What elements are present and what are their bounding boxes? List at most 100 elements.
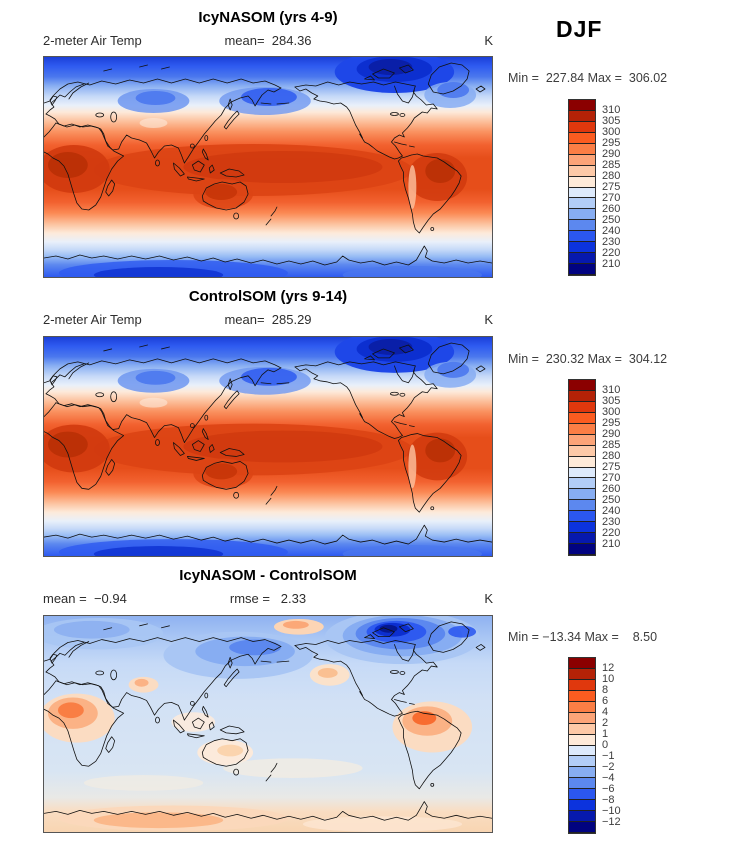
colorbar-tick-label: 2 [602, 717, 609, 730]
colorbar-segment [569, 533, 595, 545]
colorbar-tick-label: 250 [602, 213, 621, 226]
colorbar-segment [569, 380, 595, 391]
colorbar-segment [569, 690, 595, 702]
colorbar-tick-label: 230 [602, 235, 621, 248]
colorbar-tick-label: 210 [602, 257, 621, 270]
colorbar-segment [569, 522, 595, 534]
colorbar-segment [569, 701, 595, 713]
colorbar-tick-label: 285 [602, 439, 621, 452]
colorbar-tick-label: 260 [602, 202, 621, 215]
colorbar-tick-label: −4 [602, 771, 615, 784]
colorbar-segment [569, 811, 595, 823]
colorbar-segment [569, 734, 595, 746]
mean-label: mean = −0.94 [43, 591, 127, 606]
colorbar-segment [569, 187, 595, 199]
colorbar-tick-label: 280 [602, 170, 621, 183]
temperature-map-icynasom [43, 56, 493, 278]
colorbar-segment [569, 143, 595, 155]
difference-map [43, 615, 493, 833]
colorbar-segment [569, 110, 595, 122]
colorbar-segment [569, 489, 595, 501]
colorbar-segment [569, 467, 595, 479]
colorbar-tick-label: 305 [602, 115, 621, 128]
colorbar-segment [569, 401, 595, 413]
panel-title: IcyNASOM (yrs 4-9) [198, 9, 338, 26]
colorbar-segment [569, 165, 595, 177]
colorbar-tick-label: 230 [602, 515, 621, 528]
colorbar-segment [569, 121, 595, 133]
colorbar-segment [569, 264, 595, 275]
colorbar-segment [569, 745, 595, 757]
minmax-label: Min = 227.84 Max = 306.02 [508, 71, 668, 85]
colorbar-tick-label: 310 [602, 104, 621, 117]
colorbar-segment [569, 511, 595, 523]
colorbar-segment [569, 544, 595, 555]
colorbar-segment [569, 231, 595, 243]
colorbar-tick-label: −2 [602, 760, 615, 773]
minmax-label: Min = 230.32 Max = 304.12 [508, 352, 668, 366]
colorbar-tick-label: −12 [602, 815, 621, 828]
colorbar-tick-label: 280 [602, 450, 621, 463]
colorbar-tick-label: 0 [602, 739, 609, 751]
colorbar-tick-label: 285 [602, 159, 621, 172]
colorbar-tick-label: 210 [602, 537, 621, 550]
colorbar-tick-label: 310 [602, 384, 621, 397]
colorbar-segment [569, 789, 595, 801]
colorbar-segment [569, 154, 595, 166]
colorbar-segment [569, 412, 595, 424]
units-label: K [484, 591, 493, 606]
colorbar-segment [569, 220, 595, 232]
colorbar-segment [569, 100, 595, 111]
colorbar-tick-label: 240 [602, 504, 621, 517]
colorbar-tick-label: 300 [602, 126, 621, 139]
colorbar-tick-label: 275 [602, 461, 621, 473]
colorbar-tick-label: 4 [602, 706, 609, 719]
colorbar-segment [569, 778, 595, 790]
colorbar-segment [569, 767, 595, 779]
colorbar-segment [569, 800, 595, 812]
colorbar-segment [569, 500, 595, 512]
variable-label: 2-meter Air Temp [43, 33, 142, 48]
colorbar-tick-label: 6 [602, 695, 609, 708]
colorbar-segment [569, 390, 595, 402]
colorbar-segment [569, 756, 595, 768]
colorbar-segment [569, 445, 595, 457]
colorbar-tick-label: −8 [602, 793, 615, 806]
colorbar-segment [569, 679, 595, 691]
panel-subtitle-row: 2-meter Air Temp mean= 284.36 K [43, 33, 493, 48]
colorbar-segment [569, 434, 595, 446]
panel-subtitle-row: 2-meter Air Temp mean= 285.29 K [43, 312, 493, 327]
colorbar-segment [569, 658, 595, 669]
panel-title: IcyNASOM - ControlSOM [179, 567, 357, 584]
colorbar-tick-label: 8 [602, 684, 609, 697]
colorbar-tick-label: 290 [602, 428, 621, 441]
colorbar-segment [569, 209, 595, 221]
colorbar-segment [569, 712, 595, 724]
colorbar-tick-label: 295 [602, 417, 621, 430]
colorbar-tick-label: 270 [602, 191, 621, 204]
map-svg [44, 616, 492, 832]
colorbar-tick-label: 300 [602, 406, 621, 419]
mean-label: mean= 285.29 [224, 312, 312, 327]
rmse-label: rmse = 2.33 [229, 591, 307, 606]
colorbar-segment [569, 478, 595, 490]
colorbar-tick-label: 220 [602, 526, 621, 539]
colorbar-temperature: 310 305 300 295 290 285 280 275 270 260 250 240 230 2… [568, 99, 620, 276]
colorbar-segment [569, 242, 595, 254]
colorbar-tick-label: 1 [602, 728, 609, 741]
colorbar-segment [569, 423, 595, 435]
season-label: DJF [556, 16, 603, 42]
colorbar-tick-label: 250 [602, 493, 621, 506]
colorbar-segment [569, 176, 595, 188]
colorbar-segment [569, 198, 595, 210]
colorbar-tick-label: 260 [602, 482, 621, 495]
units-label: K [484, 312, 493, 327]
colorbar-segment [569, 668, 595, 680]
colorbar-segment [569, 253, 595, 265]
colorbar-tick-label: 240 [602, 224, 621, 237]
colorbar-temperature: 310 305 300 295 290 285 280 275 270 260 250 240 230 2… [568, 379, 620, 556]
temperature-map-controlsom [43, 336, 493, 557]
colorbar-tick-label: −1 [602, 749, 615, 762]
colorbar-tick-label: 295 [602, 137, 621, 150]
